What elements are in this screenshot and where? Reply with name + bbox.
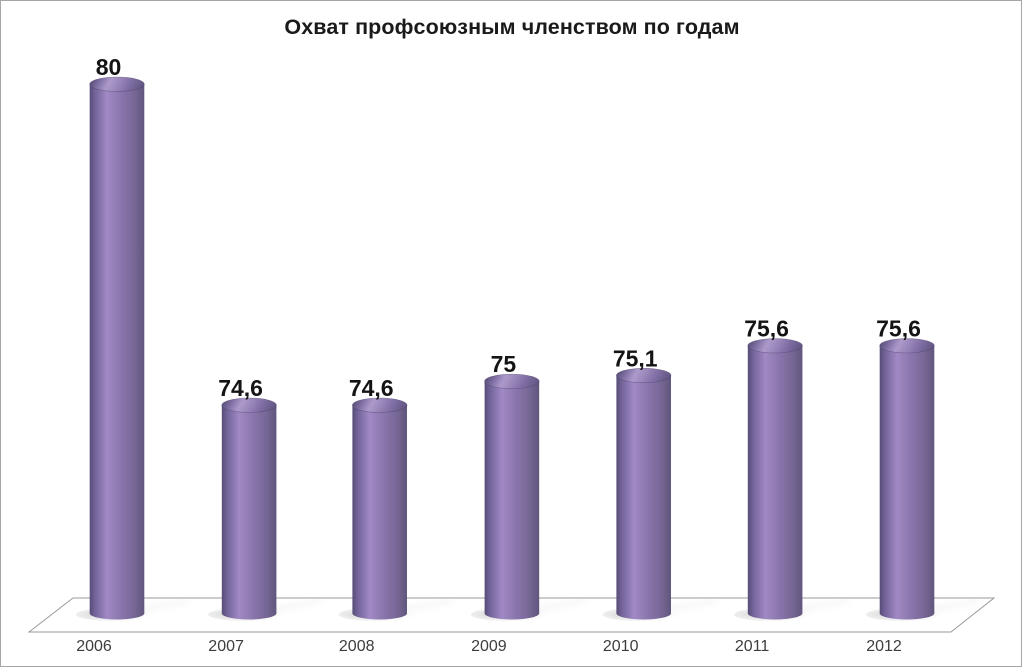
svg-text:2012: 2012 xyxy=(866,638,902,655)
svg-text:75: 75 xyxy=(491,351,517,377)
svg-text:2007: 2007 xyxy=(208,638,244,655)
svg-text:75,6: 75,6 xyxy=(744,316,789,342)
svg-text:2008: 2008 xyxy=(339,638,375,655)
svg-text:74,6: 74,6 xyxy=(349,375,394,401)
svg-text:2011: 2011 xyxy=(735,638,770,655)
svg-text:75,1: 75,1 xyxy=(613,345,658,371)
svg-text:2006: 2006 xyxy=(76,638,112,655)
svg-text:2009: 2009 xyxy=(471,638,507,655)
svg-text:80: 80 xyxy=(96,54,122,80)
svg-text:2010: 2010 xyxy=(603,638,639,655)
svg-text:74,6: 74,6 xyxy=(218,375,263,401)
svg-text:75,6: 75,6 xyxy=(876,316,921,342)
